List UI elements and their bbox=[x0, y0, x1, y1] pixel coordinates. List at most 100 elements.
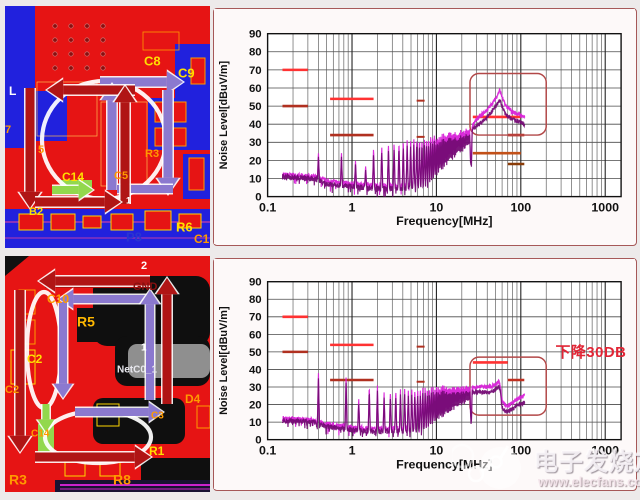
current-loop-arrow-purple bbox=[75, 400, 165, 424]
watermark-brand-text: 电子发烧友 bbox=[534, 449, 640, 476]
component-ref-label: C2 bbox=[27, 352, 43, 366]
current-loop-arrow-darkred bbox=[112, 84, 138, 204]
svg-text:30: 30 bbox=[249, 382, 262, 394]
current-loop-arrow-purple bbox=[100, 69, 185, 95]
noise-trace-dark bbox=[281, 99, 526, 197]
svg-text:Frequency[MHz]: Frequency[MHz] bbox=[396, 457, 492, 471]
noise-trace-bright bbox=[281, 88, 526, 195]
component-ref-label: C14 bbox=[31, 428, 50, 439]
component-ref-label: B2 bbox=[29, 206, 43, 218]
chart-axis-labels: 0 10 20 30 40 50 60 70 80 90 0.1 1 10 100 1000 Noise Le… bbox=[218, 277, 619, 472]
svg-text:0: 0 bbox=[255, 192, 261, 204]
watermark: 电子发烧友 www.elecfans.com bbox=[449, 438, 640, 500]
svg-text:60: 60 bbox=[249, 83, 262, 95]
svg-text:1000: 1000 bbox=[591, 443, 619, 457]
svg-text:1: 1 bbox=[349, 200, 356, 214]
component-ref-label: P8 bbox=[126, 230, 142, 245]
emc-limit-lines bbox=[282, 315, 525, 383]
svg-text:70: 70 bbox=[249, 65, 262, 77]
noise-chart-before-svg: 0 10 20 30 40 50 60 70 80 90 0.1 1 10 100 1000 Noise Le… bbox=[214, 9, 635, 244]
noise-trace-dark bbox=[281, 378, 526, 438]
current-loop-arrow-darkred bbox=[154, 276, 180, 404]
component-ref-label: C1 bbox=[194, 232, 210, 246]
highlight-box-annotation bbox=[469, 72, 547, 136]
component-ref-label: 7 bbox=[5, 124, 11, 136]
svg-text:Noise Level[dBuV/m]: Noise Level[dBuV/m] bbox=[218, 306, 230, 415]
current-loop-arrow-darkred bbox=[35, 444, 153, 470]
watermark-logo-icon bbox=[449, 443, 521, 489]
noise-chart-after-svg: 0 10 20 30 40 50 60 70 80 90 0.1 1 10 100 1000 Noise Le… bbox=[214, 259, 635, 489]
svg-text:10: 10 bbox=[249, 417, 262, 429]
current-loop-arrow-purple bbox=[138, 288, 162, 400]
svg-text:0.1: 0.1 bbox=[259, 200, 276, 214]
svg-text:20: 20 bbox=[249, 400, 262, 412]
emc-limit-lines bbox=[282, 68, 525, 166]
chart-axis-labels: 0 10 20 30 40 50 60 70 80 90 0.1 1 10 100 1000 Noise Le… bbox=[218, 29, 619, 229]
pcb-layout-image-top: C8 C9 L 7 5 R3 C14 C5 1 B2 R6 P8 C1 bbox=[5, 6, 210, 248]
svg-text:0: 0 bbox=[255, 435, 261, 447]
svg-text:80: 80 bbox=[249, 47, 262, 59]
svg-text:70: 70 bbox=[249, 312, 262, 324]
svg-text:Frequency[MHz]: Frequency[MHz] bbox=[396, 214, 492, 228]
pcb-top-annotations: C8 C9 L 7 5 R3 C14 C5 1 B2 R6 P8 C1 bbox=[5, 54, 210, 246]
pcb-bottom-annotations: 2 GND C10 R5 C2 C2 1 NetC0_1 D4 C3 R1 C14 R3 R8 bbox=[5, 260, 201, 487]
current-loop-arrow-darkred bbox=[35, 189, 123, 215]
noise-chart-before: 0 10 20 30 40 50 60 70 80 90 0.1 1 10 100 1000 Noise Le… bbox=[213, 8, 637, 246]
current-loop-arrow-green bbox=[35, 404, 57, 434]
current-loop-arrow-purple bbox=[57, 287, 148, 311]
component-ref-label: NetC0_1 bbox=[117, 364, 157, 375]
component-ref-label: GND bbox=[133, 281, 158, 293]
chart-grid bbox=[266, 281, 622, 441]
component-ref-label: R3 bbox=[9, 471, 27, 487]
current-loop-arrow-darkred bbox=[37, 268, 150, 294]
svg-text:Noise Level[dBuV/m]: Noise Level[dBuV/m] bbox=[218, 61, 230, 170]
highlight-box-annotation bbox=[469, 356, 547, 416]
svg-text:100: 100 bbox=[510, 443, 531, 457]
current-loop-arrow-darkred bbox=[7, 290, 33, 454]
svg-text:80: 80 bbox=[249, 294, 262, 306]
component-ref-label: R8 bbox=[113, 471, 131, 487]
component-ref-label: 2 bbox=[141, 260, 147, 272]
component-ref-label: C5 bbox=[114, 170, 128, 182]
component-ref-label: 5 bbox=[38, 144, 44, 156]
svg-text:40: 40 bbox=[249, 364, 262, 376]
svg-text:40: 40 bbox=[249, 119, 262, 131]
svg-text:10: 10 bbox=[430, 443, 444, 457]
component-ref-label: R6 bbox=[176, 220, 193, 235]
component-ref-label: C10 bbox=[47, 292, 69, 306]
component-ref-label: C3 bbox=[151, 410, 164, 421]
noise-chart-after: 0 10 20 30 40 50 60 70 80 90 0.1 1 10 100 1000 Noise Le… bbox=[213, 258, 637, 491]
pcb-bottom-svg: 2 GND C10 R5 C2 C2 1 NetC0_1 D4 C3 R1 C14 R3 R8 bbox=[5, 256, 210, 492]
component-ref-label: C14 bbox=[62, 170, 84, 184]
svg-text:0.1: 0.1 bbox=[259, 443, 276, 457]
svg-text:100: 100 bbox=[510, 200, 531, 214]
component-ref-label: D4 bbox=[185, 392, 201, 406]
pcb-layout-image-bottom: 2 GND C10 R5 C2 C2 1 NetC0_1 D4 C3 R1 C14 R3 R8 bbox=[5, 256, 210, 492]
svg-text:10: 10 bbox=[249, 173, 262, 185]
component-ref-label: R1 bbox=[149, 444, 165, 458]
pcb-top-vias bbox=[52, 23, 106, 71]
svg-text:20: 20 bbox=[249, 155, 262, 167]
svg-text:1000: 1000 bbox=[591, 200, 619, 214]
drop-30db-note: 下降30DB bbox=[556, 343, 627, 361]
svg-text:90: 90 bbox=[249, 277, 262, 289]
svg-text:30: 30 bbox=[249, 137, 262, 149]
component-ref-label: 1 bbox=[126, 195, 131, 205]
svg-text:90: 90 bbox=[249, 29, 262, 41]
component-ref-label: L bbox=[9, 84, 16, 98]
pcb-top-copper bbox=[5, 6, 210, 248]
svg-text:10: 10 bbox=[430, 200, 444, 214]
component-ref-label: R5 bbox=[77, 313, 95, 329]
svg-text:50: 50 bbox=[249, 101, 262, 113]
component-ref-label: C9 bbox=[178, 66, 195, 81]
watermark-site-text: www.elecfans.com bbox=[538, 474, 640, 489]
svg-text:1: 1 bbox=[349, 443, 356, 457]
component-ref-label: C8 bbox=[144, 54, 161, 69]
component-ref-label: 1 bbox=[141, 342, 147, 353]
pcb-top-svg: C8 C9 L 7 5 R3 C14 C5 1 B2 R6 P8 C1 bbox=[5, 6, 210, 248]
current-loop-arrow-green bbox=[52, 178, 95, 202]
component-ref-label: C2 bbox=[5, 384, 19, 396]
svg-text:60: 60 bbox=[249, 329, 262, 341]
current-loop-arrow-purple bbox=[51, 302, 75, 400]
